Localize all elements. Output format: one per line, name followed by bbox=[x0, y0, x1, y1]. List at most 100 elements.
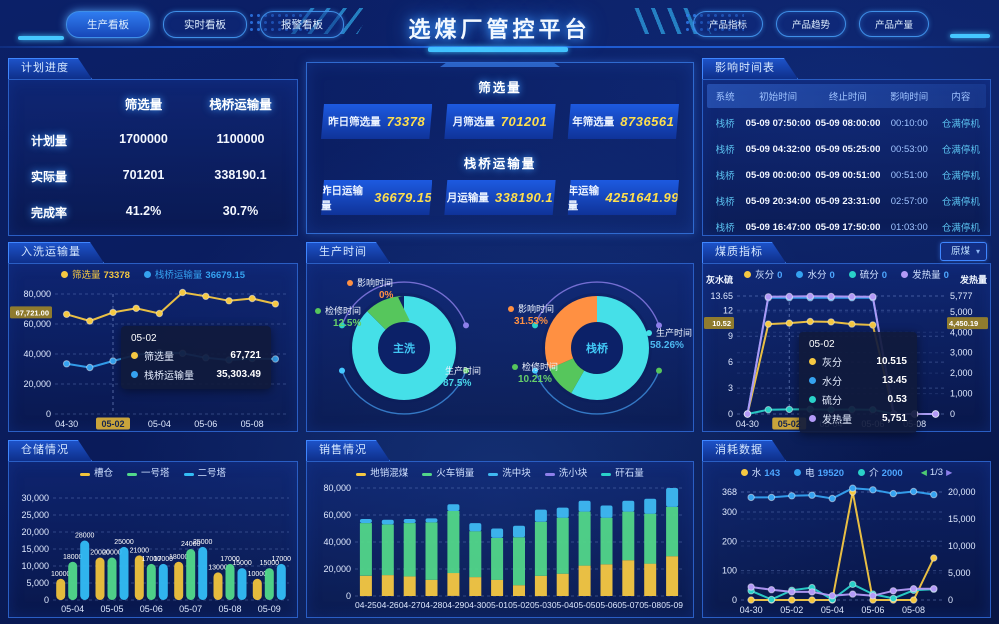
nav-button-product-output[interactable]: 产品产量 bbox=[859, 11, 929, 37]
panel-title-washing: 入洗运输量 bbox=[8, 242, 104, 263]
svg-text:24000: 24000 bbox=[181, 541, 201, 548]
stats-row: 昨日运输量 36679.15 月运输量 338190.1 年运输量 425164… bbox=[321, 180, 679, 215]
nav-button-realtime-board[interactable]: 实时看板 bbox=[163, 11, 247, 38]
svg-text:05-04: 05-04 bbox=[148, 419, 171, 429]
stats-section-title: 栈桥运输量 bbox=[463, 157, 537, 171]
legend-item: 介 2000 bbox=[858, 465, 903, 479]
svg-text:30,000: 30,000 bbox=[21, 493, 49, 503]
pager-prev-icon[interactable]: ◀ bbox=[920, 467, 927, 477]
plan-table: 筛选量 栈桥运输量 计划量 1700000 1100000 实际量 701201… bbox=[9, 80, 297, 227]
svg-text:368: 368 bbox=[722, 487, 737, 497]
svg-text:10,000: 10,000 bbox=[21, 561, 49, 571]
legend-item: 洗小块 bbox=[544, 465, 587, 479]
legend-item: 槽仓 bbox=[79, 465, 113, 479]
header: 生产看板 实时看板 报警看板 选煤厂管控平台 产品指标 产品趋势 产品产量 bbox=[0, 0, 999, 55]
svg-text:15000: 15000 bbox=[260, 560, 280, 567]
donut-slice-label: 检修时间 bbox=[315, 304, 361, 317]
table-row: 栈桥 05-09 07:50:00 05-09 08:00:00 00:10:0… bbox=[715, 117, 980, 131]
legend-item: 地销混煤 bbox=[356, 465, 408, 479]
chart-legend: 灰分 0 水分 0 硫分 0 发热量 0 bbox=[703, 264, 990, 284]
svg-text:05-02: 05-02 bbox=[101, 419, 124, 429]
svg-text:04-30: 04-30 bbox=[55, 419, 78, 429]
svg-text:0: 0 bbox=[732, 595, 737, 605]
table-row: 栈桥 05-09 16:47:00 05-09 17:50:00 01:03:0… bbox=[715, 221, 980, 235]
svg-text:0: 0 bbox=[44, 595, 49, 605]
svg-text:17000: 17000 bbox=[142, 556, 162, 563]
panel-title-storage: 仓储情况 bbox=[8, 440, 92, 461]
donut-slice-label: 检修时间 bbox=[512, 360, 558, 373]
nav-button-alarm-board[interactable]: 报警看板 bbox=[260, 11, 344, 38]
donut-chart: 栈桥 生产时间 58.26% 检修时间 10.21% 影响时间 31.53% bbox=[500, 264, 693, 431]
impact-col: 影响时间 bbox=[890, 92, 929, 103]
chart-legend: 槽仓 一号塔 二号塔 bbox=[9, 462, 297, 482]
stat-box: 月筛选量 701201 bbox=[444, 104, 555, 139]
svg-text:05-08: 05-08 bbox=[902, 605, 925, 615]
stat-label: 月筛选量 bbox=[452, 116, 495, 128]
svg-text:1,000: 1,000 bbox=[950, 389, 973, 399]
plan-value: 701201 bbox=[122, 168, 165, 182]
plan-value: 1700000 bbox=[119, 132, 168, 146]
svg-text:05-06: 05-06 bbox=[194, 419, 217, 429]
svg-text:5,000: 5,000 bbox=[948, 568, 971, 578]
svg-text:18000: 18000 bbox=[169, 554, 189, 561]
production-donut-charts: 主洗 生产时间 87.5% 检修时间 12.5% 影响时间 0% 栈桥 生产时间 58.26% 检修… bbox=[307, 264, 693, 431]
svg-text:20000: 20000 bbox=[102, 550, 122, 557]
impact-table-header: 系统 初始时间 终止时间 影响时间 内容 bbox=[707, 84, 986, 108]
svg-text:2,000: 2,000 bbox=[950, 368, 973, 378]
coal-type-dropdown[interactable]: 原煤 ▾ bbox=[939, 242, 987, 261]
legend-item: 硫分 0 bbox=[848, 267, 887, 281]
panel-impact-time: 影响时间表 系统 初始时间 终止时间 影响时间 内容 栈桥 05-09 07:5… bbox=[702, 58, 991, 236]
donut-slice-label: 生产时间 bbox=[435, 364, 481, 377]
stat-label: 昨日筛选量 bbox=[328, 116, 381, 128]
impact-col: 初始时间 bbox=[759, 92, 798, 103]
panel-title-plan: 计划进度 bbox=[8, 58, 92, 79]
stat-value: 73378 bbox=[386, 114, 426, 129]
plan-value: 41.2% bbox=[125, 204, 162, 218]
legend-item: 栈桥运输量 36679.15 bbox=[143, 267, 245, 281]
dropdown-value: 原煤 bbox=[950, 246, 970, 257]
svg-text:05-09: 05-09 bbox=[258, 604, 281, 614]
nav-button-product-indicator[interactable]: 产品指标 bbox=[693, 11, 763, 37]
stat-value: 701201 bbox=[500, 114, 548, 129]
legend-item: 灰分 0 bbox=[744, 267, 782, 281]
svg-text:12: 12 bbox=[723, 305, 733, 315]
donut-slice-value: 31.53% bbox=[514, 316, 548, 327]
svg-text:05-06: 05-06 bbox=[140, 604, 163, 614]
panel-title-impact: 影响时间表 bbox=[702, 58, 798, 79]
svg-text:300: 300 bbox=[722, 507, 737, 517]
page-title: 选煤厂管控平台 bbox=[408, 17, 591, 42]
donut-slice-value: 58.26% bbox=[650, 340, 684, 351]
panel-title-production: 生产时间 bbox=[306, 242, 390, 263]
legend-item: 发热量 0 bbox=[901, 267, 949, 281]
svg-text:15,000: 15,000 bbox=[948, 514, 976, 524]
svg-text:05-08: 05-08 bbox=[639, 600, 661, 610]
nav-button-product-trend[interactable]: 产品趋势 bbox=[776, 11, 846, 37]
header-right-nav: 产品指标 产品趋势 产品产量 bbox=[693, 11, 929, 37]
panel-title-quality: 煤质指标 bbox=[702, 242, 786, 263]
impact-col: 终止时间 bbox=[828, 92, 867, 103]
svg-text:20,000: 20,000 bbox=[948, 487, 976, 497]
legend-item: 筛选量 73378 bbox=[60, 267, 130, 281]
washing-line-chart: 筛选量 73378 栈桥运输量 36679.15 0 20,000 40,000 60,000… bbox=[9, 264, 297, 431]
svg-text:18000: 18000 bbox=[63, 554, 83, 561]
stats-row: 昨日筛选量 73378 月筛选量 701201 年筛选量 8736561 bbox=[321, 104, 679, 139]
table-row: 栈桥 05-09 20:34:00 05-09 23:31:00 02:57:0… bbox=[715, 195, 980, 209]
svg-text:0: 0 bbox=[950, 409, 955, 419]
quality-line-chart: 灰分 0 水分 0 硫分 0 发热量 0 0 3 6 9 12 13.65 0 1,000 2,000 3,000… bbox=[703, 264, 990, 433]
legend-item: 二号塔 bbox=[183, 465, 226, 479]
svg-text:05-05: 05-05 bbox=[574, 600, 596, 610]
donut-slice-value: 87.5% bbox=[443, 378, 472, 389]
pager-next-icon[interactable]: ▶ bbox=[946, 467, 953, 477]
svg-text:40,000: 40,000 bbox=[23, 349, 51, 359]
svg-text:10000: 10000 bbox=[51, 571, 71, 578]
legend-item: 洗中块 bbox=[488, 465, 531, 479]
nav-button-production-board[interactable]: 生产看板 bbox=[66, 11, 150, 38]
svg-text:25000: 25000 bbox=[114, 539, 134, 546]
svg-text:17000: 17000 bbox=[272, 556, 292, 563]
panel-washing-volume: 入洗运输量 筛选量 73378 栈桥运输量 36679.15 0 20,000 40,000… bbox=[8, 242, 298, 432]
svg-text:100: 100 bbox=[722, 566, 737, 576]
svg-text:17000: 17000 bbox=[220, 556, 240, 563]
svg-text:3,000: 3,000 bbox=[950, 348, 973, 358]
stat-value: 4251641.99 bbox=[605, 190, 679, 205]
svg-text:0: 0 bbox=[346, 591, 351, 601]
